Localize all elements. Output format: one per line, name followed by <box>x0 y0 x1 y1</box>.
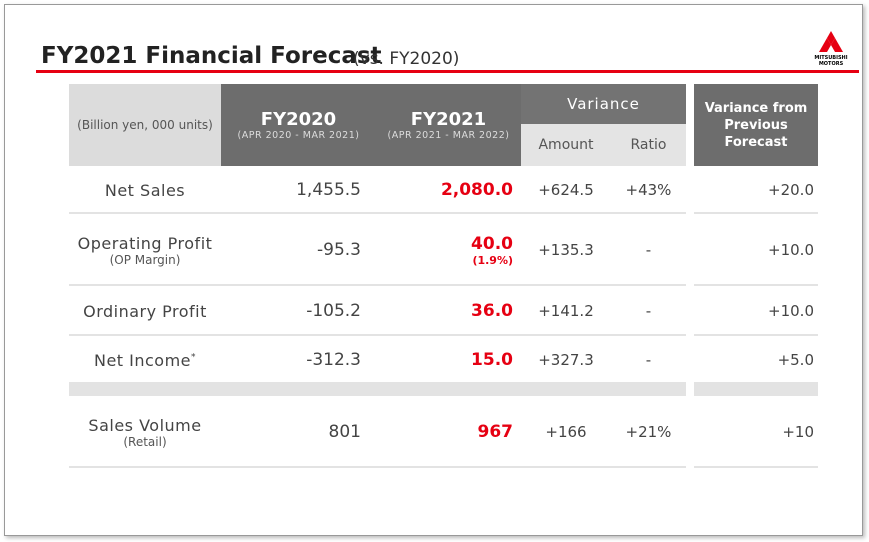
column-label: FY2021 <box>410 109 487 130</box>
row-label-cell: Sales Volume (Retail) <box>69 396 221 468</box>
row-label-cell: Net Sales <box>69 166 221 214</box>
logo-text: MOTORS <box>819 61 844 67</box>
cell: +327.3 <box>521 336 611 384</box>
title-rule <box>36 70 859 73</box>
fy2020-value: -105.2 <box>306 301 361 321</box>
slide: FY2021 Financial Forecast (vs. FY2020) M… <box>4 4 863 536</box>
header-cell: Variance from Previous Forecast <box>694 84 818 166</box>
fy2021-subvalue: (1.9%) <box>472 253 513 267</box>
row-sublabel: (OP Margin) <box>109 252 181 267</box>
cell: +43% <box>611 166 686 214</box>
title: FY2021 Financial Forecast <box>41 43 382 69</box>
cell: +141.2 <box>521 286 611 336</box>
column-period: (APR 2021 - MAR 2022) <box>387 130 510 141</box>
prev-value: +10 <box>782 423 814 441</box>
row-rule <box>69 284 686 286</box>
header-cell: FY2021 (APR 2021 - MAR 2022) <box>376 84 521 166</box>
cell: +10 <box>694 396 814 468</box>
column-label: FY2020 <box>260 109 337 130</box>
row-rule <box>694 382 818 384</box>
cell: +135.3 <box>521 214 611 286</box>
prev-value: +10.0 <box>768 241 814 259</box>
header-cell: FY2020 (APR 2020 - MAR 2021) <box>221 84 376 166</box>
row-rule <box>69 212 686 214</box>
row-label: Ordinary Profit <box>83 301 207 321</box>
fy2020-value: 801 <box>328 422 361 442</box>
amount-value: +166 <box>545 423 587 441</box>
fy2021-value: 36.0 <box>471 301 513 321</box>
variance-label: Variance <box>567 95 640 113</box>
ratio-value: - <box>645 302 652 320</box>
row-label: Net Sales <box>104 180 186 200</box>
cell: - <box>611 336 686 384</box>
row-label: Sales Volume <box>88 415 202 435</box>
header-cell: Variance <box>521 84 686 124</box>
cell: 2,080.0 <box>376 166 513 214</box>
row-rule <box>694 466 818 468</box>
prev-value: +20.0 <box>768 181 814 199</box>
row-rule <box>694 334 818 336</box>
fy2020-value: -312.3 <box>306 350 361 370</box>
row-rule <box>694 212 818 214</box>
amount-value: +624.5 <box>538 181 594 199</box>
logo: MITSUBISHI MOTORS <box>814 31 848 67</box>
logo-text: MITSUBISHI <box>814 55 847 61</box>
cell: +10.0 <box>694 286 814 336</box>
ratio-value: - <box>645 241 652 259</box>
row-label-cell: Ordinary Profit <box>69 286 221 336</box>
fy2020-value: 1,455.5 <box>296 180 361 200</box>
unit-note: (Billion yen, 000 units) <box>77 118 213 132</box>
fy2021-value: 40.0 <box>471 233 513 254</box>
footnote-mark: * <box>191 352 197 363</box>
row-rule <box>694 284 818 286</box>
cell: +20.0 <box>694 166 814 214</box>
cell: -312.3 <box>221 336 361 384</box>
header-cell: (Billion yen, 000 units) <box>69 84 221 166</box>
cell: 15.0 <box>376 336 513 384</box>
fy2021-value: 2,080.0 <box>440 180 513 200</box>
cell: 967 <box>376 396 514 468</box>
fy2021-value: 15.0 <box>471 350 513 370</box>
cell: 1,455.5 <box>221 166 361 214</box>
cell: -105.2 <box>221 286 361 336</box>
cell: +166 <box>521 396 611 468</box>
amount-value: +327.3 <box>538 351 594 369</box>
row-label-cell: Net Income* <box>69 336 221 384</box>
fy2020-value: -95.3 <box>317 240 361 260</box>
row-label-cell: Operating Profit (OP Margin) <box>69 214 221 286</box>
prev-value: +5.0 <box>777 351 814 369</box>
cell: - <box>611 214 686 286</box>
ratio-value: +21% <box>625 423 672 441</box>
cell: +5.0 <box>694 336 814 384</box>
row-label: Net Income* <box>93 350 197 370</box>
cell: +21% <box>611 396 686 468</box>
amount-label: Amount <box>538 137 594 153</box>
cell: 36.0 <box>376 286 513 336</box>
amount-value: +135.3 <box>538 241 594 259</box>
spacer <box>694 384 818 396</box>
ratio-value: +43% <box>625 181 672 199</box>
row-rule <box>69 334 686 336</box>
row-sublabel: (Retail) <box>123 434 167 449</box>
header-cell: Amount <box>521 124 611 166</box>
ratio-label: Ratio <box>630 137 667 153</box>
cell: +10.0 <box>694 214 814 286</box>
cell: - <box>611 286 686 336</box>
prev-value: +10.0 <box>768 302 814 320</box>
row-label: Operating Profit <box>77 233 213 253</box>
ratio-value: - <box>645 351 652 369</box>
column-period: (APR 2020 - MAR 2021) <box>237 130 360 141</box>
cell: 801 <box>221 396 361 468</box>
amount-value: +141.2 <box>538 302 594 320</box>
row-rule <box>69 382 686 384</box>
spacer <box>69 384 686 396</box>
header-cell: Ratio <box>611 124 686 166</box>
fy2021-value: 967 <box>477 422 514 442</box>
cell: 40.0 (1.9%) <box>376 214 513 286</box>
variance-prev-label: Variance from Previous Forecast <box>704 100 808 150</box>
cell: +624.5 <box>521 166 611 214</box>
row-rule <box>69 466 686 468</box>
subtitle: (vs. FY2020) <box>353 49 460 69</box>
cell: -95.3 <box>221 214 361 286</box>
